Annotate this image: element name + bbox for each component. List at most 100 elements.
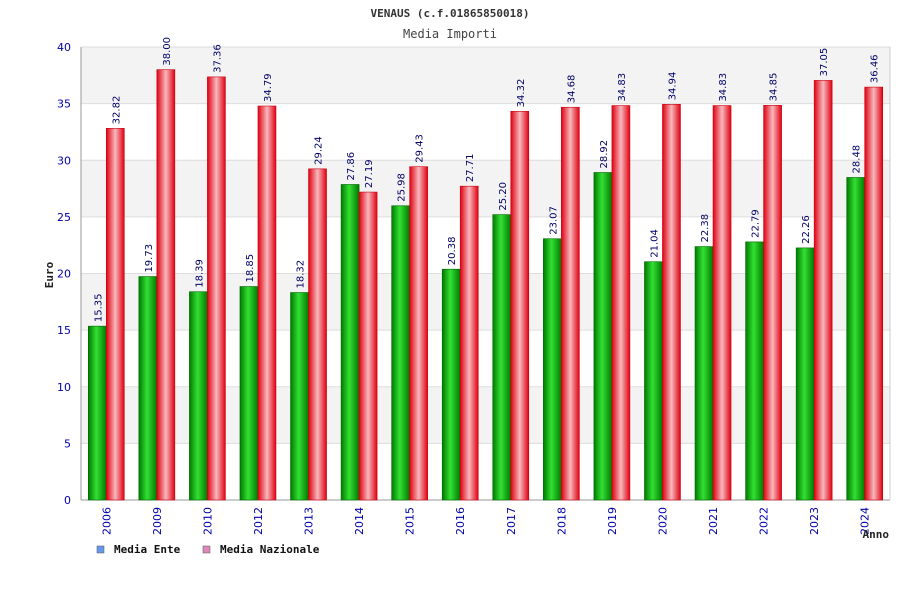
legend-swatch-media-ente xyxy=(96,545,105,554)
bar-media-ente-2016 xyxy=(441,268,461,501)
y-tick-label: 0 xyxy=(64,494,71,507)
data-label: 34.83 xyxy=(617,73,628,102)
y-tick-label: 20 xyxy=(57,268,71,281)
bar-media-nazionale-2013 xyxy=(308,168,327,501)
x-tick-label: 2009 xyxy=(151,507,164,535)
data-label: 18.85 xyxy=(245,254,256,283)
data-label: 15.35 xyxy=(93,294,104,323)
data-label: 34.79 xyxy=(263,73,274,102)
x-tick-label: 2019 xyxy=(606,507,619,535)
data-label: 21.04 xyxy=(649,229,660,258)
y-tick-label: 25 xyxy=(57,211,71,224)
bar-media-nazionale-2010 xyxy=(207,76,226,501)
bar-media-nazionale-2019 xyxy=(611,105,631,501)
x-tick-label: 2015 xyxy=(404,507,417,535)
bar-media-ente-2024 xyxy=(846,177,866,501)
y-axis-label: Euro xyxy=(43,261,56,288)
bars xyxy=(87,69,884,501)
data-label: 34.68 xyxy=(566,75,577,104)
x-tick-label: 2024 xyxy=(859,507,872,535)
data-label: 34.85 xyxy=(769,73,780,102)
data-label: 38.00 xyxy=(162,37,173,66)
bar-media-ente-2019 xyxy=(593,172,613,501)
data-label: 22.38 xyxy=(700,214,711,243)
x-tick-label: 2018 xyxy=(555,507,568,535)
x-tick-label: 2022 xyxy=(758,507,771,535)
data-label: 37.05 xyxy=(819,48,830,77)
y-tick-label: 10 xyxy=(57,381,71,394)
data-label: 20.38 xyxy=(447,237,458,266)
data-label: 32.82 xyxy=(111,96,122,125)
data-label: 27.19 xyxy=(364,159,375,188)
bar-media-nazionale-2017 xyxy=(510,111,530,501)
data-label: 25.20 xyxy=(498,182,509,211)
bar-media-ente-2009 xyxy=(138,276,158,501)
data-label: 29.24 xyxy=(314,136,325,165)
legend-swatch-media-nazionale xyxy=(202,545,211,554)
bar-media-ente-2023 xyxy=(795,247,815,501)
bar-media-ente-2017 xyxy=(492,214,512,501)
bar-media-nazionale-2012 xyxy=(257,105,277,501)
bar-media-ente-2006 xyxy=(87,325,107,501)
bar-media-nazionale-2021 xyxy=(712,105,732,501)
data-label: 37.36 xyxy=(212,44,223,73)
bar-media-nazionale-2020 xyxy=(662,104,681,501)
bar-media-ente-2022 xyxy=(745,241,764,501)
bar-media-ente-2015 xyxy=(391,205,410,501)
bar-media-nazionale-2023 xyxy=(813,80,833,501)
bar-media-nazionale-2009 xyxy=(156,69,176,501)
bar-media-ente-2018 xyxy=(543,238,562,501)
x-tick-label: 2010 xyxy=(201,507,214,535)
bar-media-ente-2010 xyxy=(189,291,208,501)
bar-media-nazionale-2018 xyxy=(561,106,580,501)
x-tick-label: 2020 xyxy=(656,507,669,535)
x-axis-label: Anno xyxy=(863,528,890,541)
bar-media-ente-2021 xyxy=(694,246,714,501)
x-tick-label: 2016 xyxy=(454,507,467,535)
bar-media-ente-2020 xyxy=(644,261,663,501)
data-label: 34.83 xyxy=(718,73,729,102)
data-label: 18.39 xyxy=(194,259,205,288)
bar-media-nazionale-2006 xyxy=(105,128,125,501)
data-label: 27.86 xyxy=(346,152,357,181)
x-tick-label: 2021 xyxy=(707,507,720,535)
chart-subtitle: Media Importi xyxy=(403,27,497,41)
data-label: 29.43 xyxy=(415,134,426,163)
bar-media-nazionale-2024 xyxy=(864,86,884,501)
chart-title: VENAUS (c.f.01865850018) xyxy=(371,7,530,20)
bar-media-nazionale-2022 xyxy=(763,105,782,501)
legend: Media Ente Media Nazionale xyxy=(96,543,320,556)
data-label: 27.71 xyxy=(465,154,476,183)
bar-media-ente-2012 xyxy=(239,286,259,501)
legend-label-media-nazionale: Media Nazionale xyxy=(220,543,320,556)
x-axis-ticks: 2006 2009 2010 2012 2013 2014 2015 2016 2017 2018… xyxy=(100,507,871,535)
y-tick-label: 35 xyxy=(57,98,71,111)
x-tick-label: 2014 xyxy=(353,507,366,535)
bar-media-ente-2013 xyxy=(290,292,309,501)
data-label: 19.73 xyxy=(144,244,155,273)
x-tick-label: 2006 xyxy=(100,507,113,535)
data-label: 34.94 xyxy=(667,72,678,101)
bar-media-nazionale-2016 xyxy=(459,185,479,501)
data-labels: 15.35 32.82 19.73 38.00 18.39 37.36 18.85 34.79… xyxy=(93,37,880,322)
x-tick-label: 2017 xyxy=(505,507,518,535)
data-label: 28.92 xyxy=(599,140,610,169)
x-tick-label: 2023 xyxy=(808,507,821,535)
data-label: 22.26 xyxy=(801,215,812,244)
x-tick-label: 2012 xyxy=(252,507,265,535)
x-tick-label: 2013 xyxy=(303,507,316,535)
y-tick-label: 5 xyxy=(64,437,71,450)
bar-media-nazionale-2015 xyxy=(409,166,428,501)
bar-media-nazionale-2014 xyxy=(358,191,378,501)
legend-label-media-ente: Media Ente xyxy=(114,543,181,556)
y-tick-label: 30 xyxy=(57,154,71,167)
data-label: 36.46 xyxy=(870,54,881,83)
y-tick-label: 40 xyxy=(57,41,71,54)
data-label: 28.48 xyxy=(852,145,863,174)
data-label: 23.07 xyxy=(548,206,559,235)
bar-media-ente-2014 xyxy=(340,184,360,501)
y-axis-ticks: 0 5 10 15 20 25 30 35 40 xyxy=(57,41,71,507)
data-label: 34.32 xyxy=(516,79,527,108)
data-label: 25.98 xyxy=(397,173,408,202)
